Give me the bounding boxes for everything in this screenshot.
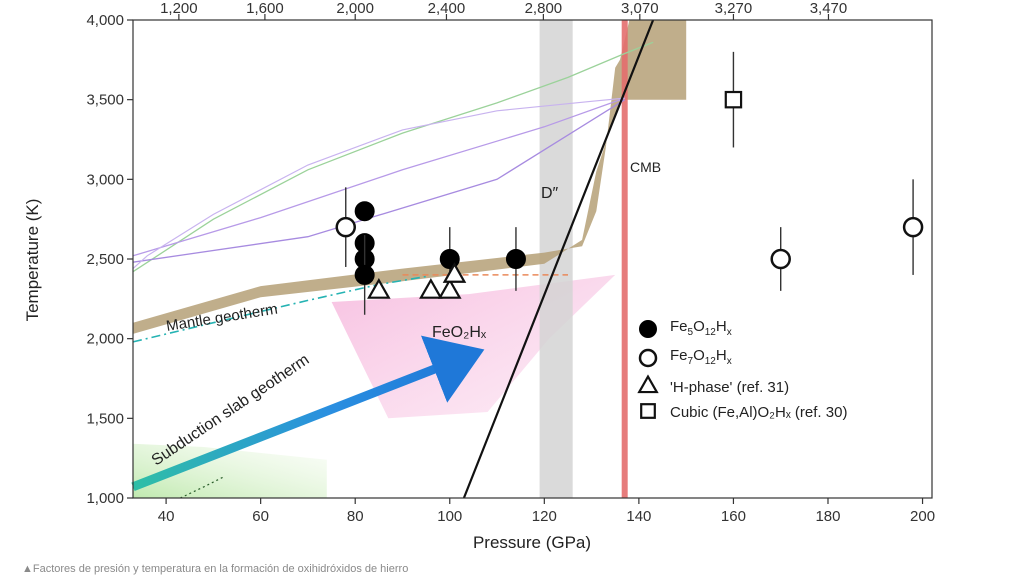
legend-marker (639, 320, 657, 338)
mantle-geotherm-band (133, 20, 687, 334)
melting-curve-purple-upper (132, 97, 625, 257)
legend-text: H (716, 347, 727, 364)
top-tick-label: 2,000 (336, 0, 374, 17)
top-tick-label: 1,200 (160, 0, 198, 17)
teal-dash-geotherm (132, 275, 427, 343)
data-point (354, 201, 375, 222)
legend-entry: Cubic (Fe,Al)O₂Hₓ (ref. 30) (640, 403, 847, 421)
legend-subscript: 12 (705, 327, 717, 338)
top-tick-label: 3,070 (621, 0, 659, 17)
legend-label: Fe5O12Hx (670, 318, 732, 338)
top-tick-label: 2,800 (525, 0, 563, 17)
y-tick-label: 3,500 (86, 92, 124, 109)
legend-subscript: 5 (688, 327, 694, 338)
data-point (505, 249, 526, 269)
y-tick-label: 2,000 (86, 331, 124, 348)
model-lines-layer (131, 19, 655, 499)
feo2hx-label: FeO₂Hₓ (432, 324, 487, 341)
legend-label: Cubic (Fe,Al)O₂Hₓ (ref. 30) (670, 404, 847, 421)
slab-geotherm-arrow (131, 335, 485, 492)
melting-curve-purple-lower (132, 99, 626, 263)
green-dotted-line (180, 476, 224, 499)
legend-entry: 'H-phase' (ref. 31) (637, 374, 789, 396)
legend-text: Fe (670, 318, 688, 335)
legend-text: O (693, 347, 705, 364)
figure-caption: ▲Factores de presión y temperatura en la… (22, 563, 409, 575)
y-tick-label: 3,000 (86, 171, 124, 188)
slab-green-region (133, 443, 327, 498)
data-point (335, 216, 357, 238)
data-point (354, 264, 375, 285)
x-tick-label: 100 (437, 508, 462, 525)
legend-text: H (716, 318, 727, 335)
series-1 (335, 179, 924, 291)
data-marks-layer (335, 51, 924, 315)
x-tick-label: 180 (815, 508, 840, 525)
legend-entry: Fe5O12Hx (639, 318, 732, 338)
legend-marker (640, 403, 656, 419)
legend-marker (637, 374, 659, 394)
data-point (419, 278, 443, 299)
legend-entry: Fe7O12Hx (638, 347, 732, 368)
legend-label: Fe7O12Hx (670, 347, 732, 367)
data-point (367, 278, 391, 299)
y-axis-title: Temperature (K) (23, 199, 42, 322)
axes-layer: 40 60 80 100 120 140 160 180 200 1,000 1,500 2,000 2… (86, 0, 935, 525)
black-boundary-line (462, 19, 655, 499)
x-tick-label: 40 (158, 508, 175, 525)
x-tick-label: 200 (910, 508, 935, 525)
cmb-label: CMB (630, 159, 661, 175)
legend-subscript: 7 (688, 356, 694, 367)
data-point (442, 262, 467, 283)
melting-curve-purple-faint (132, 97, 625, 270)
data-point (902, 216, 924, 238)
x-tick-label: 160 (721, 508, 746, 525)
x-tick-label: 140 (626, 508, 651, 525)
top-tick-label: 1,600 (246, 0, 284, 17)
data-point (770, 248, 791, 270)
legend-label: 'H-phase' (ref. 31) (670, 379, 789, 396)
legend-subscript: x (727, 356, 732, 367)
top-tick-label: 2,400 (428, 0, 466, 17)
d-double-prime-label: D″ (541, 185, 559, 202)
legend-marker (638, 348, 658, 368)
top-tick-label: 3,470 (810, 0, 848, 17)
y-tick-label: 1,500 (86, 410, 124, 427)
top-tick-label: 3,270 (715, 0, 753, 17)
melting-curve-green (132, 41, 654, 273)
series-2 (367, 262, 467, 299)
legend-subscript: x (727, 327, 732, 338)
legend-text: Fe (670, 347, 688, 364)
data-point (437, 278, 462, 299)
x-tick-label: 80 (347, 508, 364, 525)
data-point (724, 90, 743, 109)
legend-text: O (693, 318, 705, 335)
legend-subscript: 12 (705, 356, 717, 367)
x-axis-title: Pressure (GPa) (473, 533, 591, 552)
y-tick-label: 1,000 (86, 490, 124, 507)
x-tick-label: 60 (252, 508, 269, 525)
x-tick-label: 120 (532, 508, 557, 525)
series-3 (724, 51, 743, 148)
y-tick-label: 2,500 (86, 251, 124, 268)
y-tick-label: 4,000 (86, 12, 124, 29)
